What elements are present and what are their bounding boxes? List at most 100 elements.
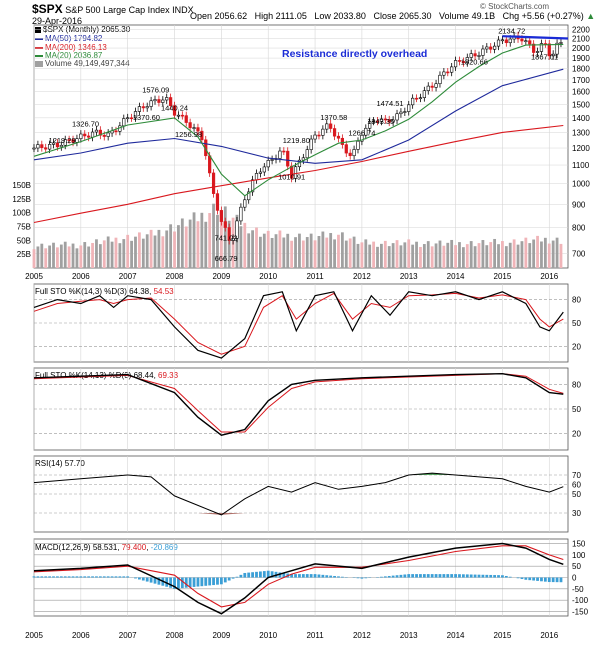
macd-histogram-bar (56, 576, 59, 578)
header-ohlc: Open 2056.62 High 2111.05 Low 2033.80 Cl… (190, 11, 595, 21)
candle-body (67, 139, 71, 141)
volume-bar (520, 241, 524, 268)
ma-line-ma200 (33, 124, 564, 224)
candle-body (422, 90, 426, 98)
volume-bar (282, 237, 286, 268)
macd-histogram-bar (255, 571, 258, 578)
rsi-line (33, 472, 564, 516)
volume-tick-label: 75B (17, 223, 31, 232)
x-tick-label-top: 2008 (166, 272, 184, 281)
candle-body (55, 142, 60, 148)
candle-body (528, 40, 532, 45)
macd-histogram-bar (95, 576, 98, 578)
candle-body (391, 119, 395, 123)
macd-histogram-bar (313, 574, 317, 578)
volume-bar (555, 237, 559, 268)
volume-bar (40, 243, 44, 268)
macd-histogram-bar (450, 574, 454, 578)
candle-body (450, 66, 454, 73)
macd-histogram-bar (438, 574, 442, 578)
macd-histogram-bar (270, 571, 274, 578)
candle-body (211, 172, 216, 194)
macd-histogram-bar (180, 577, 184, 589)
candle-body (372, 120, 376, 123)
volume-bar (415, 241, 418, 268)
candle-body (356, 140, 360, 150)
candle-body (321, 128, 325, 136)
candle-body (520, 38, 524, 42)
volume-value: 49.1B (471, 11, 496, 21)
volume-bar (543, 237, 547, 268)
price-tick-label: 1900 (572, 54, 590, 63)
sto1-tick-label: 80 (572, 296, 581, 305)
macd-histogram-bar (259, 571, 262, 578)
candle-body (36, 144, 40, 149)
macd-tick-label: -100 (572, 596, 589, 605)
volume-bar (305, 237, 309, 268)
macd-histogram-bar (551, 577, 555, 583)
volume-tick-label: 125B (12, 195, 31, 204)
volume-bar (266, 230, 270, 268)
x-tick-label-top: 2010 (259, 272, 277, 281)
candle-body (192, 127, 196, 129)
legend-volume-text: Volume 49,149,497,344 (45, 59, 130, 68)
macd-histogram-bar (520, 577, 524, 580)
price-tick-label: 2200 (572, 25, 590, 34)
macd-histogram-bar (110, 576, 114, 578)
volume-bar (165, 230, 169, 268)
macd-histogram-bar (407, 574, 411, 578)
candle-body (51, 142, 56, 145)
volume-bar (512, 239, 516, 268)
macd-histogram-bar (508, 576, 512, 578)
candle-body (270, 159, 274, 161)
macd-histogram-bar (102, 576, 106, 578)
candle-body (348, 152, 352, 157)
volume-bar (301, 240, 305, 268)
up-arrow-icon: ▲ (586, 11, 596, 21)
macd-tick-label: -150 (572, 607, 589, 616)
x-tick-label-bottom: 2008 (166, 631, 184, 640)
volume-bar (551, 240, 555, 268)
volume-bar (251, 230, 254, 268)
volume-bar (309, 233, 313, 268)
macd-histogram-bar (387, 575, 391, 578)
x-tick-label-top: 2012 (353, 272, 371, 281)
macd-histogram-bar (493, 575, 497, 578)
macd-tick-label: 150 (572, 540, 586, 549)
macd-histogram-bar (524, 577, 528, 580)
candle-body (137, 106, 141, 112)
macd-histogram-bar (196, 577, 200, 587)
macd-histogram-bar (149, 577, 153, 583)
candle-body (481, 48, 485, 56)
macd-histogram-bar (137, 577, 141, 580)
macd-histogram-bar (278, 572, 282, 578)
macd-histogram-bar (173, 577, 176, 589)
rsi-tick-label: 50 (572, 490, 581, 499)
volume-bar (177, 225, 180, 268)
price-tick-label: 700 (572, 249, 586, 258)
macd-tick-label: -50 (572, 585, 584, 594)
rsi-oversold-fill (221, 513, 245, 515)
macd-histogram-bar (251, 572, 254, 578)
macd-histogram-bar (208, 577, 212, 586)
volume-bar (87, 246, 91, 268)
candle-body (532, 43, 536, 53)
candle-body (262, 166, 266, 173)
macd-histogram-bar (177, 577, 180, 589)
ma-line-ma50 (33, 68, 564, 164)
candle-body (438, 74, 442, 85)
price-tick-label: 1700 (572, 76, 590, 85)
candle-body (247, 191, 251, 201)
volume-bar (137, 232, 141, 268)
price-point-label: 1326.70 (72, 119, 99, 128)
candle-body (153, 99, 157, 102)
candle-body (87, 135, 91, 138)
chg-label: Chg (502, 11, 520, 21)
volume-bar (169, 224, 173, 268)
macd-histogram-bar (71, 576, 75, 578)
volume-bar (173, 231, 176, 268)
volume-bar (465, 244, 469, 268)
low-value: 2033.80 (333, 11, 366, 21)
macd-histogram-bar (419, 574, 422, 578)
macd-histogram-bar (87, 576, 91, 578)
